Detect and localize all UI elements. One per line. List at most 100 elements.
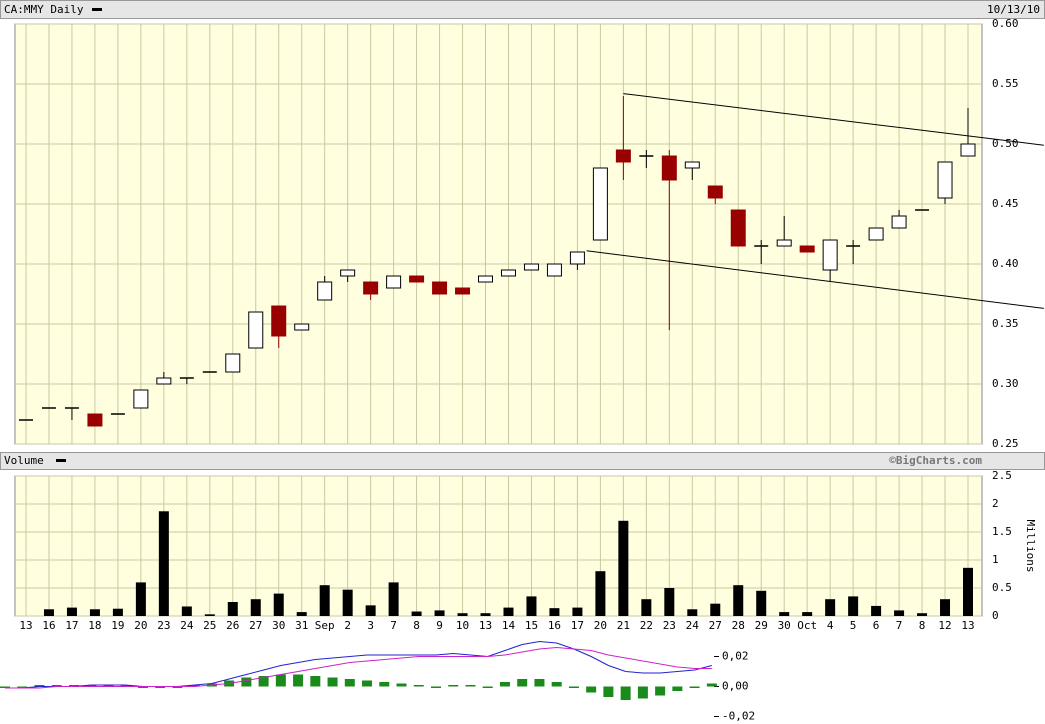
macd-line xyxy=(5,646,712,689)
volume-bar xyxy=(135,582,146,616)
histogram-bar xyxy=(620,686,631,700)
volume-bar xyxy=(250,599,261,616)
y-tick-label: 0.40 xyxy=(992,257,1019,270)
x-tick-label: 27 xyxy=(709,619,722,632)
volume-title: Volume xyxy=(4,454,44,467)
x-tick-label: 5 xyxy=(850,619,857,632)
histogram-bar xyxy=(275,674,286,687)
chart-date: 10/13/10 xyxy=(987,3,1040,16)
candle-body xyxy=(868,227,884,241)
y-tick-label: 0,02 xyxy=(722,650,749,663)
volume-bar xyxy=(480,613,491,616)
x-tick-label: 20 xyxy=(134,619,147,632)
x-tick-label: 18 xyxy=(88,619,101,632)
histogram-bar xyxy=(34,685,45,687)
histogram-bar xyxy=(189,685,200,687)
histogram-bar xyxy=(689,686,700,688)
candle-body xyxy=(432,281,448,295)
histogram-bar xyxy=(482,686,493,688)
histogram-bar xyxy=(0,686,10,688)
histogram-bar xyxy=(465,685,476,687)
histogram-bar xyxy=(51,685,62,687)
x-tick-label: 13 xyxy=(19,619,32,632)
histogram-bar xyxy=(586,686,597,693)
y-tick-label: 0.25 xyxy=(992,437,1019,450)
x-tick-label: 24 xyxy=(180,619,194,632)
histogram-bar xyxy=(706,683,717,687)
histogram-bar xyxy=(655,686,666,696)
histogram-bar xyxy=(103,685,114,687)
histogram-bar xyxy=(68,685,79,687)
candle-body xyxy=(799,245,815,253)
x-tick-label: 8 xyxy=(919,619,926,632)
volume-bar xyxy=(618,520,629,616)
x-tick-label: 21 xyxy=(617,619,630,632)
volume-bar xyxy=(43,609,54,616)
x-tick-label: 17 xyxy=(571,619,584,632)
y-tick-label: 0 xyxy=(992,609,999,622)
histogram-bar xyxy=(637,686,648,699)
y-tick-label: 0.45 xyxy=(992,197,1019,210)
volume-bar xyxy=(710,603,721,616)
histogram-bar xyxy=(396,683,407,687)
y-tick-label: 1 xyxy=(992,553,999,566)
histogram-bar xyxy=(362,680,373,687)
candle-body xyxy=(707,185,723,199)
candle-body xyxy=(294,323,310,331)
volume-bar xyxy=(963,567,973,616)
y-axis-label: Millions xyxy=(1024,520,1037,573)
volume-bar xyxy=(319,585,330,616)
x-tick-label: 13 xyxy=(479,619,492,632)
histogram-bar xyxy=(120,685,131,687)
candle-body xyxy=(960,143,976,157)
candle-body xyxy=(891,215,907,229)
candle-body xyxy=(340,269,356,277)
x-tick-label: 30 xyxy=(272,619,285,632)
candle-body xyxy=(730,209,746,247)
price-header xyxy=(0,0,1045,19)
volume-bar xyxy=(66,607,77,616)
histogram-bar xyxy=(672,686,683,691)
volume-bar xyxy=(227,602,238,616)
histogram-bar xyxy=(172,686,183,688)
volume-bar xyxy=(457,613,468,616)
candle-body xyxy=(271,305,287,337)
x-tick-label: 14 xyxy=(502,619,516,632)
histogram-bar xyxy=(413,685,424,687)
price-panel xyxy=(14,23,983,445)
x-tick-label: 30 xyxy=(778,619,791,632)
x-tick-label: 7 xyxy=(896,619,903,632)
histogram-bar xyxy=(534,679,545,687)
histogram-bar xyxy=(327,677,338,687)
candle-body xyxy=(386,275,402,289)
volume-bar xyxy=(503,607,514,616)
x-tick-label: 9 xyxy=(436,619,443,632)
volume-bar xyxy=(365,605,376,616)
volume-bar xyxy=(940,599,951,616)
candle-body xyxy=(523,263,539,271)
histogram-bar xyxy=(310,676,321,687)
credit: ©BigCharts.com xyxy=(889,454,982,467)
volume-bar xyxy=(158,511,169,616)
y-tick-label: 2.5 xyxy=(992,469,1012,482)
x-tick-label: 6 xyxy=(873,619,880,632)
candle-body xyxy=(661,155,677,181)
x-tick-label: 17 xyxy=(65,619,78,632)
candle-body xyxy=(684,161,700,169)
histogram-bar xyxy=(517,679,528,687)
volume-bar xyxy=(112,608,123,616)
x-tick-label: 28 xyxy=(732,619,745,632)
x-tick-label: 27 xyxy=(249,619,262,632)
histogram-bar xyxy=(293,674,304,687)
volume-bar xyxy=(687,609,698,616)
candle-body xyxy=(478,275,494,283)
legend-swatch xyxy=(92,8,102,11)
x-tick-label: Oct xyxy=(797,619,817,632)
volume-bar xyxy=(779,612,790,616)
volume-bar xyxy=(204,614,215,616)
volume-bar xyxy=(894,610,905,616)
volume-bar xyxy=(825,599,836,616)
candle-body xyxy=(87,413,103,427)
x-tick-label: 23 xyxy=(157,619,170,632)
candle-body xyxy=(156,377,172,385)
